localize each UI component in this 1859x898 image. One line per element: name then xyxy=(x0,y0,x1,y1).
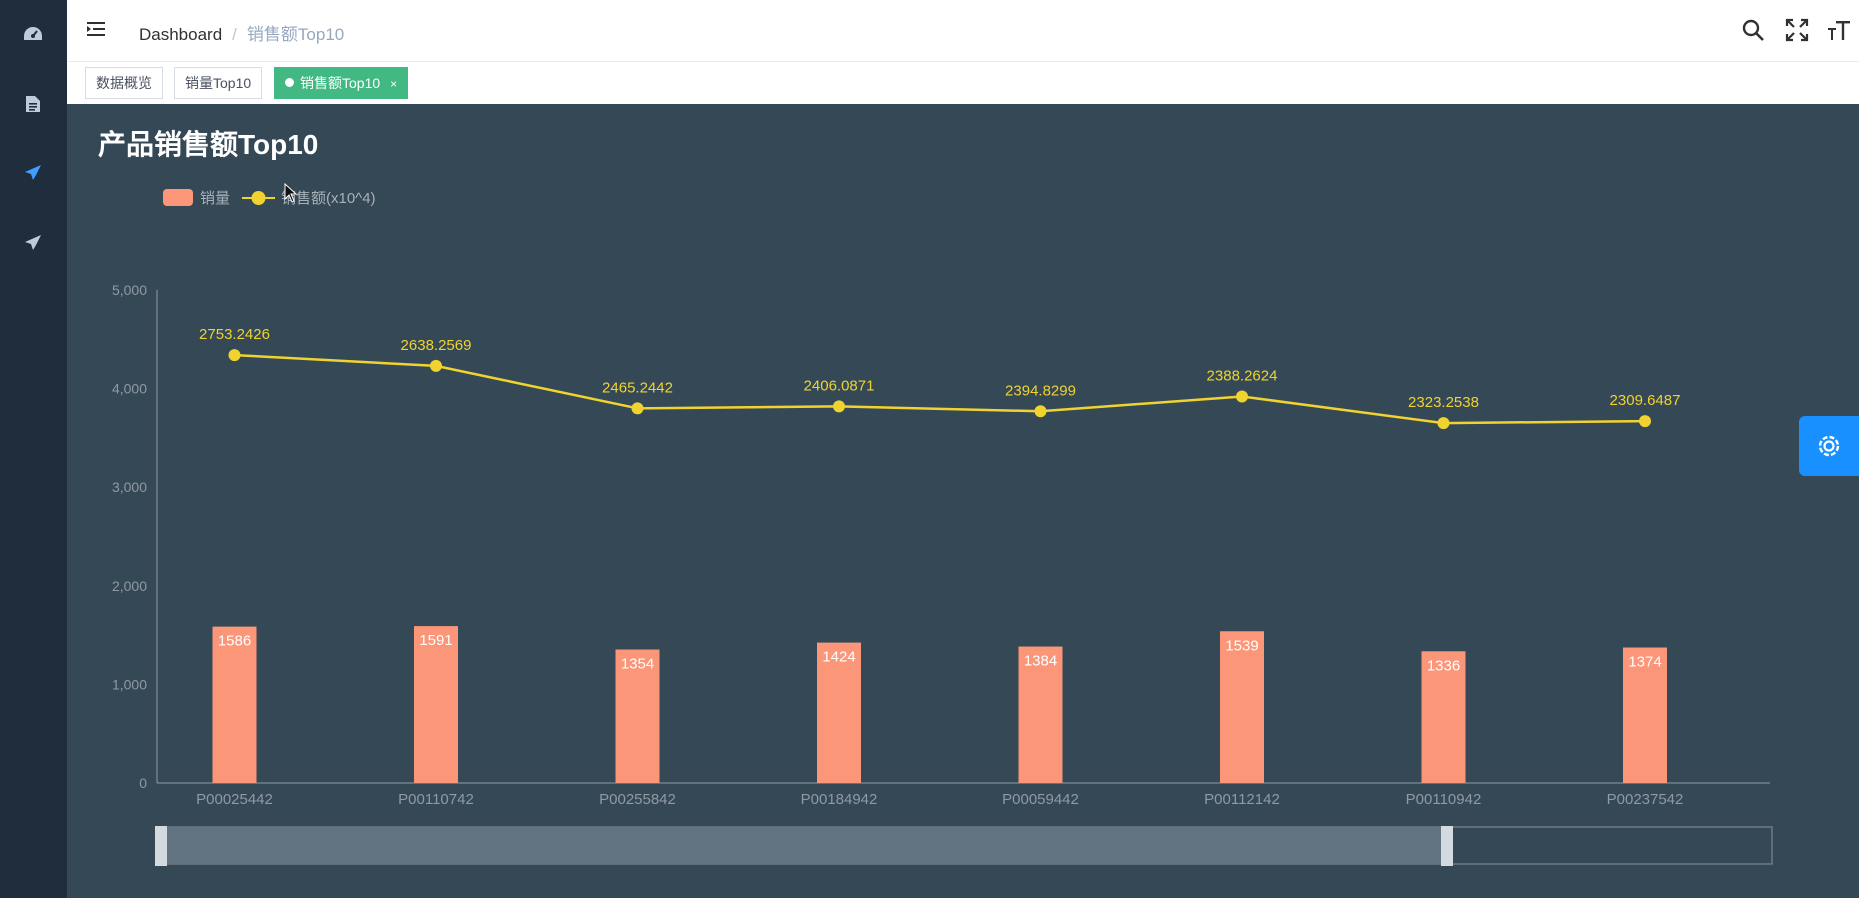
bar xyxy=(1018,646,1063,783)
bar-value-label: 1539 xyxy=(1225,637,1258,654)
x-tick-label: P00025442 xyxy=(196,791,273,808)
y-tick-label: 5,000 xyxy=(112,282,147,298)
navbar: Dashboard / 销售额Top10 xyxy=(67,0,1859,62)
bar xyxy=(1421,651,1466,783)
bar xyxy=(212,626,257,783)
hamburger-icon[interactable] xyxy=(85,18,107,40)
sidebar xyxy=(0,0,67,898)
line-point xyxy=(631,402,644,415)
tag-label: 数据概览 xyxy=(96,75,152,91)
breadcrumb: Dashboard / 销售额Top10 xyxy=(139,20,344,45)
y-tick-label: 3,000 xyxy=(112,479,147,495)
line-point xyxy=(1437,417,1450,430)
datazoom-end-handle xyxy=(1441,826,1453,866)
active-dot xyxy=(285,78,294,87)
line-value-label: 2394.8299 xyxy=(1005,382,1076,399)
legend-bar-label: 销量 xyxy=(200,190,230,207)
y-tick-label: 4,000 xyxy=(112,381,147,397)
send-icon[interactable] xyxy=(20,160,46,186)
line-point xyxy=(833,400,845,413)
gear-icon xyxy=(1818,435,1840,457)
datazoom-start-handle xyxy=(155,826,167,866)
bar-value-label: 1424 xyxy=(822,649,855,666)
y-tick-label: 0 xyxy=(139,775,147,791)
line-point xyxy=(1639,415,1651,428)
x-tick-label: P00110942 xyxy=(1406,791,1482,808)
line-value-label: 2388.2624 xyxy=(1207,367,1278,384)
line-value-label: 2638.2569 xyxy=(401,337,472,354)
mouse-cursor-icon xyxy=(284,182,298,208)
text-size-icon[interactable] xyxy=(1825,16,1853,44)
bar-value-label: 1586 xyxy=(218,633,251,650)
chart-title: 产品销售额Top10 xyxy=(98,129,318,160)
bar-value-label: 1336 xyxy=(1427,657,1460,674)
breadcrumb-separator: / xyxy=(232,25,237,44)
line-value-label: 2465.2442 xyxy=(602,379,673,396)
datazoom-selection xyxy=(157,827,1449,864)
series-line xyxy=(234,353,1646,425)
legend-line-marker xyxy=(251,191,266,205)
bar-value-label: 1354 xyxy=(621,655,654,672)
tags-view: 数据概览 销量Top10 销售额Top10 × xyxy=(67,62,1859,104)
chart: 产品销售额Top10 销量 销售额(x10^4) 0 1,000 2,000 3,000 4,… xyxy=(98,129,1773,866)
search-icon[interactable] xyxy=(1739,16,1767,44)
legend-bar-swatch xyxy=(163,189,193,206)
chart-panel: 产品销售额Top10 销量 销售额(x10^4) 0 1,000 2,000 3,000 4,… xyxy=(67,104,1859,898)
y-tick-label: 1,000 xyxy=(112,676,147,692)
line-value-label: 2309.6487 xyxy=(1610,392,1681,409)
line-value-label: 2406.0871 xyxy=(804,377,875,394)
bar-value-label: 1374 xyxy=(1628,654,1661,671)
bar xyxy=(414,626,458,783)
tag-sales-volume-top10[interactable]: 销量Top10 xyxy=(174,67,263,99)
x-tick-label: P00112142 xyxy=(1204,791,1280,808)
send-icon[interactable] xyxy=(20,230,46,256)
y-tick-label: 2,000 xyxy=(112,578,147,594)
tag-sales-amount-top10[interactable]: 销售额Top10 × xyxy=(274,67,409,99)
breadcrumb-dashboard[interactable]: Dashboard xyxy=(139,25,223,44)
line-point xyxy=(1236,390,1248,403)
x-tick-label: P00255842 xyxy=(599,791,676,808)
x-tick-label: P00184942 xyxy=(801,791,878,808)
line-point xyxy=(228,349,241,362)
tag-data-overview[interactable]: 数据概览 xyxy=(85,67,163,99)
dashboard-icon[interactable] xyxy=(20,21,46,47)
document-icon[interactable] xyxy=(20,91,46,117)
x-tick-label: P00059442 xyxy=(1002,791,1079,808)
line-value-label: 2323.2538 xyxy=(1408,394,1479,411)
line-point xyxy=(430,359,442,372)
bar-value-label: 1384 xyxy=(1024,653,1057,670)
x-tick-label: P00237542 xyxy=(1607,791,1684,808)
line-point xyxy=(1034,405,1047,418)
fullscreen-icon[interactable] xyxy=(1783,16,1811,44)
bar xyxy=(817,642,861,783)
line-value-label: 2753.2426 xyxy=(199,326,270,343)
close-icon[interactable]: × xyxy=(390,77,398,91)
bar xyxy=(1623,647,1667,783)
tag-label: 销量Top10 xyxy=(185,75,252,91)
bar xyxy=(615,649,660,783)
breadcrumb-current: 销售额Top10 xyxy=(246,25,345,44)
bar-value-label: 1591 xyxy=(419,632,452,649)
x-tick-label: P00110742 xyxy=(398,791,474,808)
legend-line-label: 销售额(x10^4) xyxy=(281,190,376,207)
bar xyxy=(1220,631,1264,783)
settings-button[interactable] xyxy=(1799,416,1859,476)
tag-label: 销售额Top10 xyxy=(300,75,381,91)
